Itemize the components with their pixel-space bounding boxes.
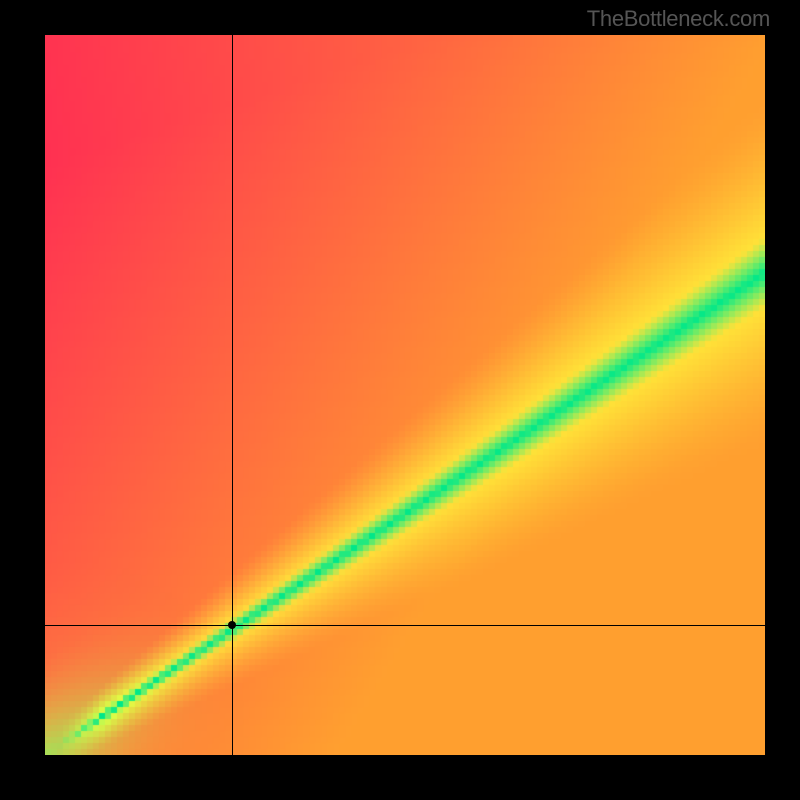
crosshair-marker [228,621,236,629]
heatmap-canvas [45,35,765,755]
crosshair-horizontal [45,625,765,626]
crosshair-vertical [232,35,233,755]
bottleneck-heatmap [45,35,765,755]
watermark-text: TheBottleneck.com [587,6,770,32]
